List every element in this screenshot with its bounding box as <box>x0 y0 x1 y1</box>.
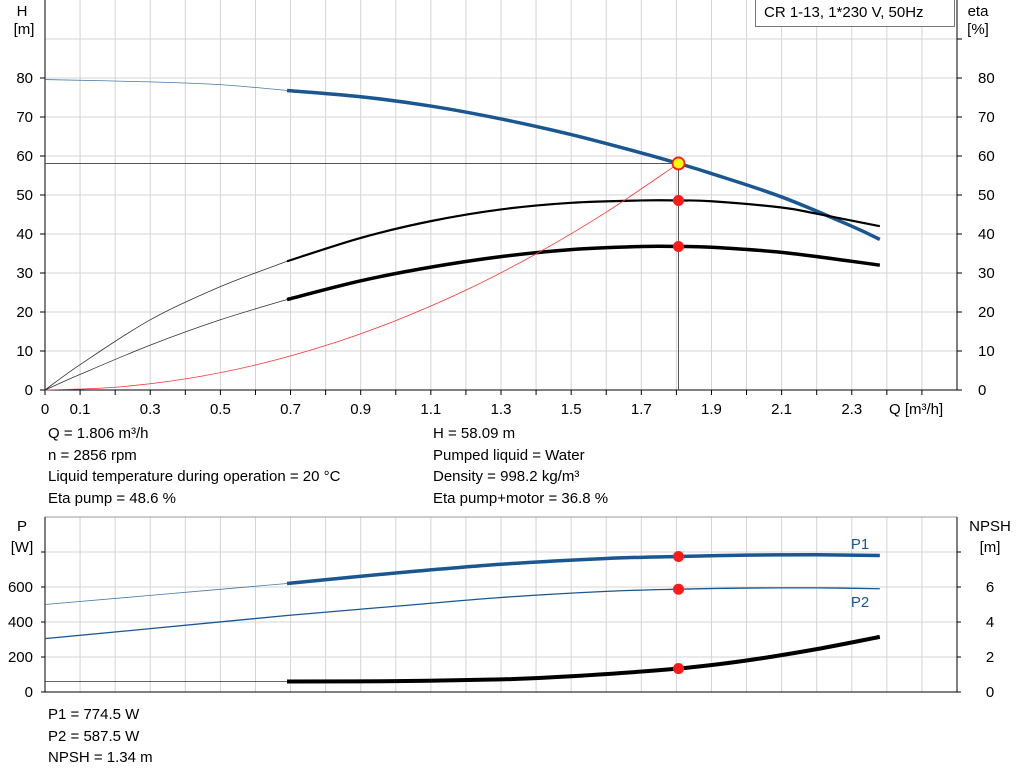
p1-curve <box>286 553 880 586</box>
p-axis-unit: [W] <box>11 539 34 556</box>
npsh-axis-label: NPSH <box>969 518 1011 535</box>
op-marker-eta-pump <box>672 194 684 206</box>
info-p2: P2 = 587.5 W <box>48 727 140 745</box>
x-tick-label: 0.3 <box>140 401 161 418</box>
y2-tick-label: 40 <box>978 226 995 243</box>
npsh-tick-label: 0 <box>986 684 994 701</box>
x-tick-label: 0.9 <box>350 401 371 418</box>
head-curve <box>286 88 881 242</box>
y2-tick-label: 30 <box>978 265 995 282</box>
info-density: Density = 998.2 kg/m³ <box>433 468 580 485</box>
eta-total-curve <box>286 244 881 302</box>
p-tick-label: 600 <box>8 579 33 596</box>
y-tick-label: 50 <box>16 187 33 204</box>
y-tick-label: 30 <box>16 265 33 282</box>
x-tick-label: 1.1 <box>420 401 441 418</box>
y2-tick-label: 80 <box>978 70 995 87</box>
x-tick-label: 1.7 <box>631 401 652 418</box>
eta-total-curve-thin <box>44 299 288 391</box>
x-axis-label: Q [m³/h] <box>889 401 943 418</box>
info-head: H = 58.09 m <box>433 425 516 442</box>
x-tick-label: 1.9 <box>701 401 722 418</box>
npsh-curve <box>287 634 881 684</box>
chart-title-box: CR 1-13, 1*230 V, 50Hz <box>755 0 955 27</box>
y-axis-unit: [m] <box>14 21 35 38</box>
y-tick-label: 10 <box>16 343 33 360</box>
chart-title: CR 1-13, 1*230 V, 50Hz <box>764 4 924 21</box>
op-marker-npsh <box>672 663 684 675</box>
x-tick-label: 0.7 <box>280 401 301 418</box>
npsh-tick-label: 6 <box>986 579 994 596</box>
x-tick-label: 1.5 <box>561 401 582 418</box>
y2-tick-label: 50 <box>978 187 995 204</box>
p1-label: P1 <box>851 536 869 553</box>
y-tick-label: 20 <box>16 304 33 321</box>
p2-curve <box>44 587 880 640</box>
y-tick-label: 0 <box>25 382 33 399</box>
x-tick-label: 0.1 <box>70 401 91 418</box>
x-tick-label: 0.5 <box>210 401 231 418</box>
info-eta-total: Eta pump+motor = 36.8 % <box>433 489 609 507</box>
p-tick-label: 200 <box>8 649 33 666</box>
info-top-right: H = 58.09 m Pumped liquid = Water Densit… <box>433 423 608 509</box>
p2-label: P2 <box>851 594 869 611</box>
info-flow: Q = 1.806 m³/h <box>48 425 149 442</box>
info-top-left: Q = 1.806 m³/h n = 2856 rpm Liquid tempe… <box>48 423 340 509</box>
y2-tick-label: 10 <box>978 343 995 360</box>
y2-axis-label: eta <box>968 3 990 20</box>
op-marker-p2 <box>672 583 684 595</box>
info-p1: P1 = 774.5 W <box>48 706 140 723</box>
x-tick-label: 2.1 <box>771 401 792 418</box>
info-pumped-liquid: Pumped liquid = Water <box>433 446 585 464</box>
info-bottom: P1 = 774.5 W P2 = 587.5 W NPSH = 1.34 m <box>48 704 153 769</box>
p-axis-label: P <box>17 518 27 535</box>
op-marker-eta-total <box>672 240 684 252</box>
y-tick-label: 40 <box>16 226 33 243</box>
y-tick-label: 60 <box>16 148 33 165</box>
npsh-tick-label: 2 <box>986 649 994 666</box>
npsh-tick-label: 4 <box>986 614 994 631</box>
p-tick-label: 400 <box>8 614 33 631</box>
eta-pump-curve-thin <box>44 260 288 391</box>
x-tick-label: 1.3 <box>491 401 512 418</box>
op-marker-head <box>671 156 686 171</box>
info-eta-pump: Eta pump = 48.6 % <box>48 489 176 507</box>
info-npsh: NPSH = 1.34 m <box>48 749 153 766</box>
y2-axis-unit: [%] <box>967 21 989 38</box>
x-tick-label: 0 <box>41 401 49 418</box>
info-liquid-temp: Liquid temperature during operation = 20… <box>48 468 341 485</box>
p-tick-label: 0 <box>25 684 33 701</box>
x-tick-label: 2.3 <box>841 401 862 418</box>
y2-tick-label: 20 <box>978 304 995 321</box>
info-speed: n = 2856 rpm <box>48 446 137 464</box>
y2-tick-label: 0 <box>978 382 986 399</box>
y-tick-label: 80 <box>16 70 33 87</box>
npsh-axis-unit: [m] <box>980 539 1001 556</box>
system-curve <box>44 163 679 391</box>
y-tick-label: 70 <box>16 109 33 126</box>
y-axis-label: H <box>17 3 28 20</box>
head-curve-thin <box>44 79 288 91</box>
p1-curve-thin <box>44 583 288 605</box>
y2-tick-label: 70 <box>978 109 995 126</box>
eta-pump-curve <box>286 199 881 263</box>
op-marker-p1 <box>672 550 684 562</box>
y2-tick-label: 60 <box>978 148 995 165</box>
